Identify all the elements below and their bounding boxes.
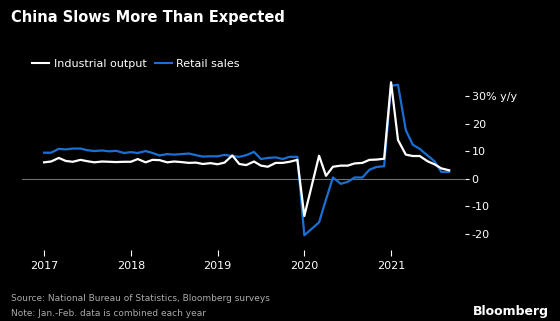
Text: Note: Jan.-Feb. data is combined each year: Note: Jan.-Feb. data is combined each ye… bbox=[11, 309, 206, 318]
Legend: Industrial output, Retail sales: Industrial output, Retail sales bbox=[28, 55, 244, 74]
Text: Source: National Bureau of Statistics, Bloomberg surveys: Source: National Bureau of Statistics, B… bbox=[11, 294, 270, 303]
Text: Bloomberg: Bloomberg bbox=[473, 305, 549, 318]
Text: China Slows More Than Expected: China Slows More Than Expected bbox=[11, 10, 285, 25]
